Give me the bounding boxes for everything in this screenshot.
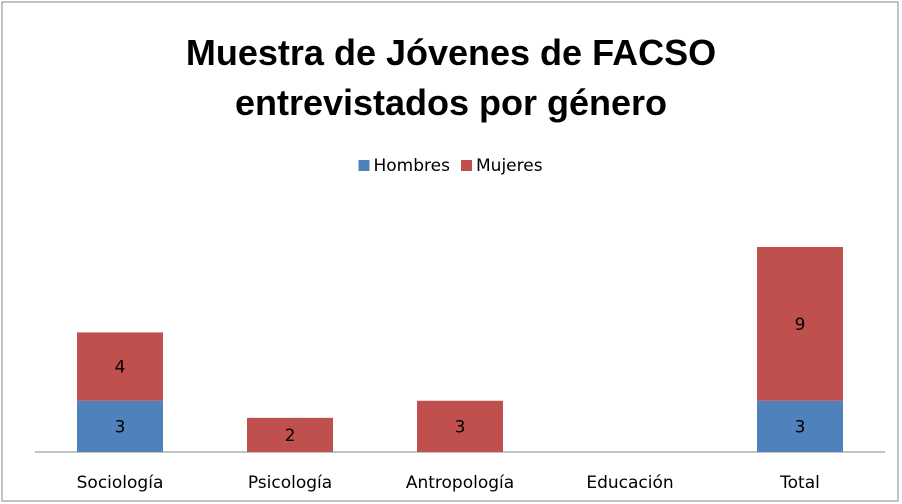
bar-segment — [757, 400, 843, 452]
legend-swatch — [358, 160, 370, 171]
legend-label: Mujeres — [476, 156, 543, 176]
bar-segment — [247, 417, 333, 452]
bar-segment — [417, 400, 503, 452]
chart-title: Muestra de Jóvenes de FACSO entrevistado… — [185, 32, 717, 123]
legend-label: Hombres — [374, 156, 451, 176]
bar-segment — [77, 400, 163, 452]
x-tick-label: Antropología — [406, 473, 514, 493]
data-label: 4 — [115, 358, 126, 378]
bar-segment — [77, 332, 163, 401]
x-tick-label: Total — [779, 473, 820, 493]
data-label: 3 — [115, 417, 126, 437]
data-label: 3 — [455, 417, 466, 437]
x-tick-label: Sociología — [77, 473, 164, 493]
data-label: 9 — [795, 315, 806, 335]
legend-swatch — [461, 160, 472, 171]
bar-segment — [757, 247, 843, 401]
data-label: 3 — [795, 417, 806, 437]
x-tick-label: Psicología — [248, 473, 332, 493]
data-label: 2 — [285, 426, 296, 446]
x-tick-label: Educación — [586, 473, 673, 493]
